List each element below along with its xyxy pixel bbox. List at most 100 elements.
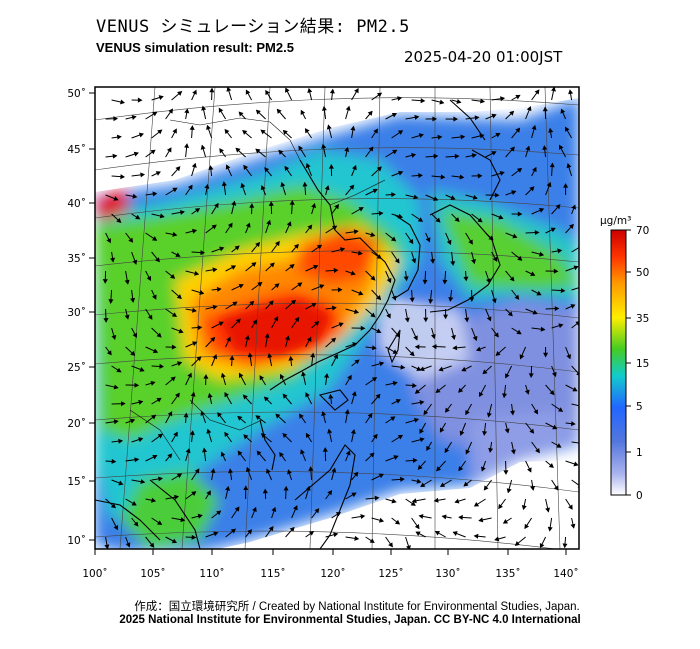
wind-arrowhead (566, 354, 571, 360)
wind-arrowhead (392, 380, 398, 386)
wind-arrowhead (450, 261, 456, 266)
wind-arrowhead (430, 258, 436, 264)
wind-arrowhead (308, 466, 314, 471)
wind-arrowhead (503, 470, 509, 475)
wind-arrowhead (507, 311, 513, 317)
wind-arrowhead (191, 307, 197, 313)
wind-arrowhead (170, 376, 176, 382)
wind-arrowhead (391, 192, 396, 198)
wind-arrowhead (542, 106, 548, 112)
wind-arrowhead (390, 236, 397, 242)
wind-arrowhead (151, 497, 157, 503)
wind-arrowhead (206, 124, 211, 130)
wind-arrowhead (207, 392, 213, 398)
wind-arrowhead (491, 151, 497, 156)
wind-arrowhead (494, 536, 500, 542)
wind-arrowhead (192, 228, 198, 234)
wind-arrowhead (400, 476, 405, 482)
wind-arrowhead (120, 174, 126, 180)
wind-arrowhead (216, 286, 222, 292)
wind-arrowhead (360, 325, 366, 331)
wind-arrowhead (110, 257, 116, 263)
wind-arrowhead (482, 369, 488, 375)
wind-arrowhead (530, 485, 536, 491)
wind-arrowhead (184, 143, 190, 148)
wind-arrowhead (578, 444, 579, 446)
wind-arrowhead (512, 233, 518, 239)
wind-arrowhead (557, 248, 563, 254)
wind-arrowhead (534, 89, 540, 95)
wind-arrowhead (471, 259, 476, 265)
wind-arrowhead (411, 153, 417, 158)
wind-arrowhead (376, 295, 382, 301)
wind-arrowhead (125, 542, 131, 548)
wind-arrowhead (282, 129, 288, 135)
wind-arrowhead (335, 511, 342, 517)
wind-arrowhead (560, 108, 566, 114)
wind-arrowhead (391, 295, 397, 301)
wind-arrowhead (548, 463, 554, 468)
lon-label: 120˚ (320, 568, 345, 580)
wind-arrowhead (242, 394, 248, 400)
wind-arrowhead (260, 185, 266, 191)
lon-label: 135˚ (495, 568, 520, 580)
wind-arrowhead (152, 294, 157, 300)
wind-arrowhead (560, 288, 566, 294)
wind-arrowhead (200, 144, 206, 150)
wind-arrowhead (454, 498, 460, 504)
wind-arrowhead (157, 520, 163, 525)
wind-arrowhead (394, 258, 400, 264)
wind-arrowhead (414, 524, 420, 530)
wind-arrowhead (423, 410, 429, 416)
wind-arrowhead (444, 447, 450, 454)
wind-arrowhead (406, 545, 411, 549)
wind-arrowhead (328, 393, 334, 399)
wind-arrowhead (428, 299, 434, 304)
wind-arrowhead (554, 306, 560, 312)
wind-arrowhead (232, 301, 238, 307)
wind-arrowhead (156, 332, 162, 338)
wind-arrowhead (189, 125, 195, 130)
wind-arrowhead (433, 497, 439, 503)
wind-arrowhead (111, 458, 117, 464)
wind-arrowhead (464, 317, 470, 323)
wind-arrowhead (376, 254, 382, 259)
wind-arrowhead (244, 334, 250, 340)
wind-arrowhead (515, 94, 521, 100)
wind-arrowhead (310, 352, 316, 358)
wind-arrowhead (331, 467, 337, 473)
wind-arrowhead (269, 262, 275, 268)
wind-arrowhead (187, 184, 193, 190)
wind-arrowhead (517, 255, 523, 261)
wind-arrowhead (260, 433, 266, 439)
wind-arrowhead (353, 309, 359, 314)
wind-arrowhead (530, 271, 536, 277)
wind-arrowhead (268, 526, 274, 532)
colorbar-label: 70 (636, 225, 649, 237)
wind-arrowhead (370, 232, 376, 237)
wind-arrowhead (358, 290, 364, 296)
wind-arrowhead (378, 210, 384, 216)
wind-arrowhead (152, 111, 158, 117)
wind-arrowhead (463, 481, 469, 487)
wind-arrowhead (551, 371, 557, 378)
wind-arrow (571, 287, 579, 291)
wind-arrowhead (526, 106, 532, 112)
wind-arrowhead (571, 204, 577, 210)
colorbar-unit: μg/m³ (600, 215, 631, 227)
wind-arrowhead (113, 525, 119, 531)
wind-arrowhead (177, 90, 183, 96)
wind-arrowhead (413, 417, 419, 423)
wind-arrowhead (157, 129, 163, 135)
wind-arrowhead (262, 488, 268, 494)
wind-arrowhead (378, 473, 384, 479)
wind-arrowhead (300, 109, 306, 116)
wind-arrowhead (371, 377, 378, 382)
wind-arrowhead (374, 495, 380, 501)
wind-arrowhead (299, 413, 304, 419)
wind-arrowhead (237, 415, 243, 421)
wind-arrowhead (134, 457, 140, 463)
wind-arrow (571, 247, 579, 253)
wind-arrowhead (214, 202, 219, 209)
wind-arrowhead (369, 538, 375, 543)
